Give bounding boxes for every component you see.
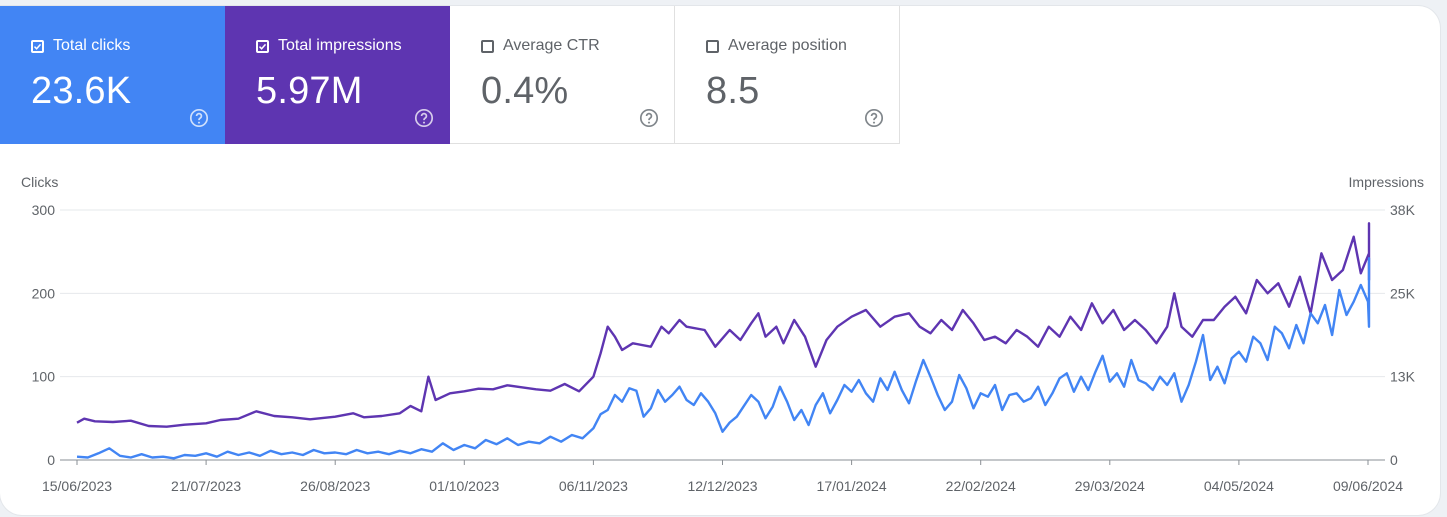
right-tick-label: 0 — [1390, 452, 1398, 468]
help-icon[interactable] — [414, 108, 434, 128]
help-icon[interactable] — [639, 108, 659, 128]
checkbox-checked-icon[interactable] — [256, 39, 269, 53]
x-tick-label: 09/06/2024 — [1333, 478, 1403, 494]
metric-label: Total impressions — [278, 37, 402, 54]
left-tick-label: 100 — [32, 369, 56, 385]
metric-label: Total clicks — [53, 37, 131, 54]
series-lines — [76, 222, 1371, 460]
metric-head: Average position — [706, 37, 847, 55]
performance-card: Total clicks 23.6K Total impressions 5.9… — [0, 6, 1440, 515]
metric-tab-total-clicks[interactable]: Total clicks 23.6K — [0, 6, 225, 144]
right-tick-label: 13K — [1390, 369, 1416, 385]
checkbox-unchecked-icon[interactable] — [706, 39, 719, 53]
x-tick-label: 21/07/2023 — [171, 478, 241, 494]
chart-svg: Clicks Impressions 0 100 200 300 0 13K 25K 38K 1… — [21, 174, 1424, 494]
series-line-clicks — [76, 257, 1371, 460]
metric-value: 0.4% — [481, 70, 569, 112]
metric-tab-average-ctr[interactable]: Average CTR 0.4% — [450, 6, 675, 144]
gridlines — [60, 209, 1385, 465]
metric-head: Average CTR — [481, 37, 600, 55]
right-tick-label: 25K — [1390, 285, 1416, 301]
x-tick-label: 12/12/2023 — [687, 478, 757, 494]
x-tick-label: 29/03/2024 — [1075, 478, 1145, 494]
metric-tab-total-impressions[interactable]: Total impressions 5.97M — [225, 6, 450, 144]
tick-labels: 0 100 200 300 0 13K 25K 38K 15/06/2023 21/07/2023… — [32, 202, 1416, 494]
x-tick-label: 06/11/2023 — [559, 478, 628, 494]
x-tick-label: 26/08/2023 — [300, 478, 370, 494]
metric-tabs: Total clicks 23.6K Total impressions 5.9… — [0, 6, 900, 144]
metric-tab-average-position[interactable]: Average position 8.5 — [675, 6, 900, 144]
checkbox-checked-icon[interactable] — [31, 39, 44, 53]
metric-head: Total clicks — [31, 37, 130, 55]
series-line-impressions — [76, 222, 1371, 428]
help-icon[interactable] — [864, 108, 884, 128]
x-tick-label: 17/01/2024 — [817, 478, 887, 494]
left-axis-label: Clicks — [21, 174, 58, 190]
right-tick-label: 38K — [1390, 202, 1416, 218]
x-tick-label: 15/06/2023 — [42, 478, 112, 494]
metric-value: 23.6K — [31, 70, 132, 112]
metric-label: Average CTR — [503, 37, 600, 54]
x-tick-label: 22/02/2024 — [946, 478, 1016, 494]
performance-chart: Clicks Impressions 0 100 200 300 0 13K 25K 38K 1… — [0, 166, 1440, 515]
x-tick-label: 04/05/2024 — [1204, 478, 1274, 494]
x-tick-label: 01/10/2023 — [429, 478, 499, 494]
help-icon[interactable] — [189, 108, 209, 128]
metric-value: 8.5 — [706, 70, 760, 112]
left-tick-label: 300 — [32, 202, 56, 218]
metric-label: Average position — [728, 37, 847, 54]
left-tick-label: 0 — [47, 452, 55, 468]
metric-head: Total impressions — [256, 37, 402, 55]
checkbox-unchecked-icon[interactable] — [481, 39, 494, 53]
left-tick-label: 200 — [32, 285, 56, 301]
metric-value: 5.97M — [256, 70, 363, 112]
right-axis-label: Impressions — [1349, 174, 1424, 190]
